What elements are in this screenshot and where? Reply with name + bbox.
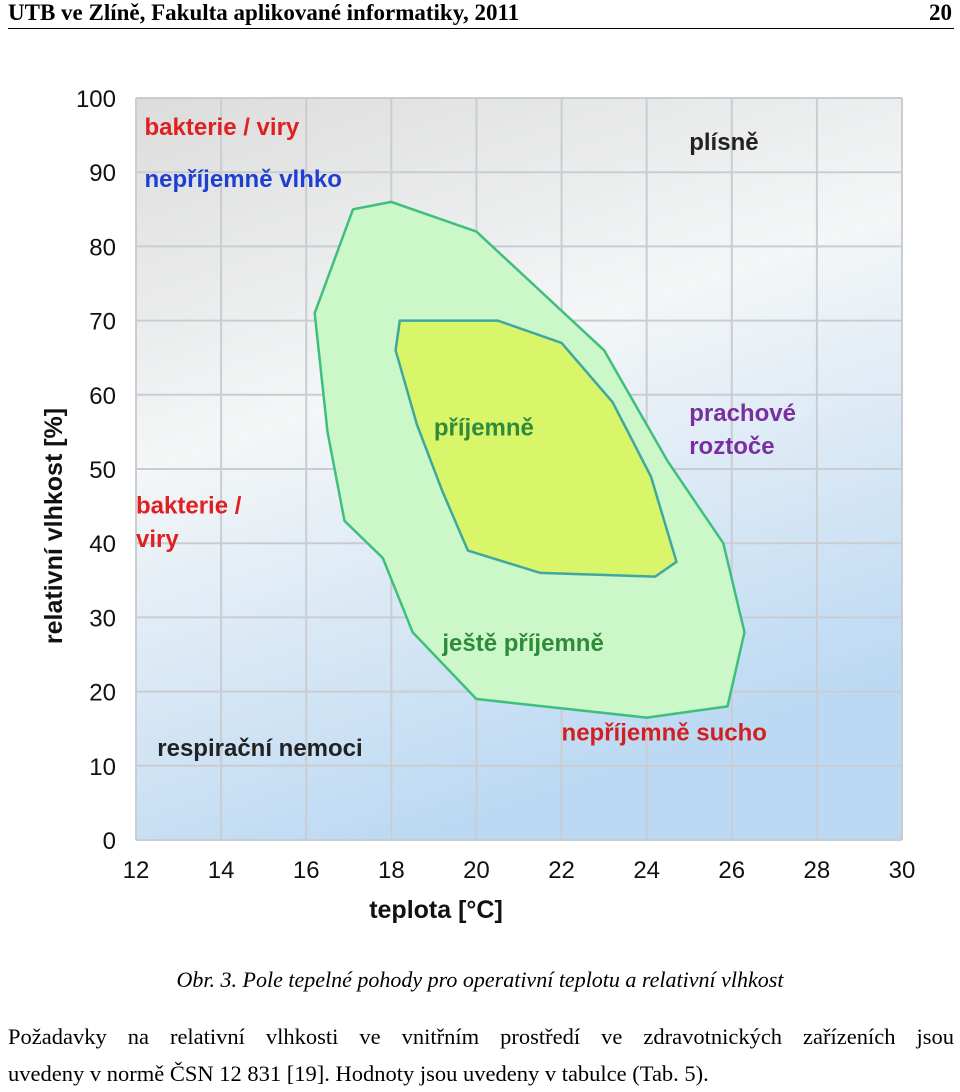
x-axis-label: teplota [°C] [369,896,503,924]
comfort-chart-figure: 0 10 20 30 40 50 60 70 80 90 100 12 14 16 18 20 22 24 26 2… [0,80,960,940]
body-line-1: Požadavky na relativní vlhkosti ve vnitř… [8,1024,954,1049]
region-label: příjemně [434,415,534,442]
y-tick-label: 40 [89,531,116,558]
x-tick-label: 20 [463,857,490,884]
x-tick-label: 26 [718,857,745,884]
y-tick-label: 20 [89,680,116,707]
comfort-chart: 0 10 20 30 40 50 60 70 80 90 100 12 14 16 18 20 22 24 26 2… [40,86,916,924]
x-tick-label: 12 [123,857,150,884]
region-label: prachové [689,400,796,427]
y-tick-label: 0 [103,828,116,855]
region-label: bakterie / viry [145,114,300,141]
y-tick-label: 100 [76,86,116,113]
region-label: nepříjemně sucho [562,720,767,747]
y-tick-label: 90 [89,160,116,187]
region-labels: bakterie / viry nepříjemně vlhko plísně pří… [136,114,796,762]
x-tick-label: 30 [889,857,916,884]
region-label: bakterie / [136,493,242,520]
body-line-2: uvedeny v normě ČSN 12 831 [19]. Hodnoty… [8,1061,709,1086]
x-tick-label: 16 [293,857,320,884]
region-label: viry [136,526,179,553]
y-tick-label: 80 [89,234,116,261]
page-header: UTB ve Zlíně, Fakulta aplikované informa… [8,0,954,29]
y-tick-label: 50 [89,457,116,484]
comfort-regions [313,200,746,719]
region-comfortable [394,319,678,578]
region-label: roztoče [689,433,774,460]
y-axis-label: relativní vlhkost [%] [40,408,68,644]
page-number: 20 [929,0,952,25]
x-tick-label: 14 [208,857,235,884]
y-tick-labels: 0 10 20 30 40 50 60 70 80 90 100 [76,86,116,855]
region-label: respirační nemoci [157,735,362,762]
x-tick-label: 18 [378,857,405,884]
y-tick-label: 30 [89,605,116,632]
region-label: plísně [689,129,758,156]
x-tick-label: 24 [633,857,660,884]
x-tick-label: 22 [548,857,575,884]
y-tick-label: 70 [89,309,116,336]
figure-caption: Obr. 3. Pole tepelné pohody pro operativ… [176,967,784,992]
y-tick-label: 10 [89,754,116,781]
region-label: ještě příjemně [441,630,603,657]
region-label: nepříjemně vlhko [145,166,342,193]
y-tick-label: 60 [89,383,116,410]
x-tick-label: 28 [804,857,831,884]
header-title: UTB ve Zlíně, Fakulta aplikované informa… [8,0,520,25]
x-tick-labels: 12 14 16 18 20 22 24 26 28 30 [123,857,916,884]
body-paragraph: Požadavky na relativní vlhkosti ve vnitř… [8,1018,954,1092]
